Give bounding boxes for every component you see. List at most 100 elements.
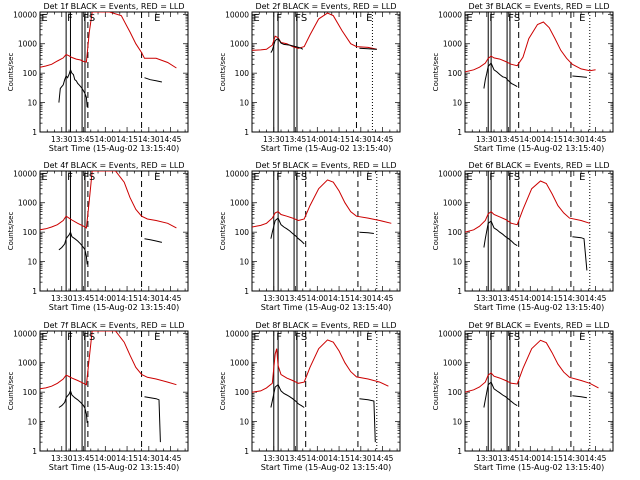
series-events [58, 389, 88, 423]
x-tick-label: 14:00 [94, 294, 116, 303]
x-tick-label: 13:30 [51, 294, 73, 303]
plot-frame [39, 11, 189, 133]
interval-marker-label: S [301, 172, 307, 183]
x-tick-label: 13:45 [498, 294, 520, 303]
series-lld [40, 331, 177, 390]
x-tick-label: 14:30 [563, 135, 585, 144]
series-lld [252, 339, 389, 393]
x-axis-label: Start Time (15-Aug-02 13:15:40) [49, 463, 180, 472]
series-events-segment [144, 238, 163, 243]
x-tick-label: 14:15 [116, 454, 138, 463]
plot-frame [251, 330, 401, 452]
series-lld [465, 21, 596, 73]
y-tick-label: 10 [452, 99, 462, 108]
interval-marker-label: S [514, 13, 520, 24]
interval-marker-label: E [41, 172, 47, 183]
x-tick-label: 14:00 [306, 294, 328, 303]
interval-marker-label: S [301, 13, 307, 24]
interval-marker-label: F [489, 172, 495, 183]
x-tick-label: 14:00 [519, 135, 541, 144]
x-tick-label: 14:15 [116, 135, 138, 144]
x-tick-label: 13:30 [476, 294, 498, 303]
series-events [58, 68, 88, 108]
y-tick-label: 1 [244, 128, 249, 137]
plot-frame [464, 11, 614, 133]
series-lld [40, 12, 177, 69]
panel-title: Det 6f BLACK = Events, RED = LLD [468, 161, 609, 170]
x-tick-label: 14:30 [138, 135, 160, 144]
series-events-segment [359, 47, 377, 50]
series-events [483, 62, 518, 89]
panel-6: Det 6f BLACK = Events, RED = LLD 1 10 100 10… [432, 161, 614, 312]
y-axis-label: Counts/sec [7, 212, 15, 251]
x-tick-label: 14:15 [541, 454, 563, 463]
series-events-segment [572, 236, 588, 271]
x-tick-label: 14:00 [94, 454, 116, 463]
y-tick-label: 1000 [18, 40, 37, 49]
x-tick-label: 14:15 [541, 294, 563, 303]
panel-title: Det 3f BLACK = Events, RED = LLD [468, 2, 609, 11]
x-tick-label: 13:30 [476, 454, 498, 463]
x-tick-label: 14:45 [160, 135, 182, 144]
y-tick-label: 1 [32, 287, 37, 296]
y-tick-label: 1000 [230, 199, 249, 208]
interval-marker-label: F [489, 332, 495, 343]
y-tick-label: 100 [235, 228, 250, 237]
y-axis-label: Counts/sec [219, 53, 227, 92]
x-tick-label: 13:45 [285, 135, 307, 144]
x-tick-label: 13:45 [285, 454, 307, 463]
y-tick-label: 10 [239, 418, 249, 427]
interval-marker-label: F [67, 172, 73, 183]
x-tick-label: 13:45 [73, 294, 95, 303]
x-tick-label: 13:30 [263, 294, 285, 303]
x-tick-label: 14:30 [138, 294, 160, 303]
y-tick-label: 100 [23, 228, 38, 237]
x-tick-label: 14:45 [160, 454, 182, 463]
interval-marker-label: E [466, 13, 472, 24]
series-events-segment [572, 75, 587, 78]
x-tick-label: 14:45 [372, 454, 394, 463]
y-tick-label: 100 [23, 69, 38, 78]
x-tick-label: 14:30 [563, 454, 585, 463]
x-tick-label: 14:15 [328, 135, 350, 144]
y-tick-label: 10000 [13, 329, 37, 338]
x-tick-label: 14:00 [519, 294, 541, 303]
panel-7: Det 7f BLACK = Events, RED = LLD 1 10 100 10… [7, 321, 189, 472]
y-tick-label: 10 [239, 258, 249, 267]
interval-marker-label: F [276, 172, 282, 183]
interval-marker-label: E [253, 332, 259, 343]
interval-marker-label: S [514, 172, 520, 183]
panel-2: Det 2f BLACK = Events, RED = LLD 1 10 100 10… [219, 2, 401, 153]
series-lld [465, 180, 590, 233]
interval-marker-label: F [83, 172, 89, 183]
x-tick-label: 14:45 [372, 294, 394, 303]
x-tick-label: 13:30 [51, 135, 73, 144]
series-events [270, 383, 305, 408]
panel-title: Det 1f BLACK = Events, RED = LLD [43, 2, 184, 11]
panel-4: Det 4f BLACK = Events, RED = LLD 1 10 100 10… [7, 161, 189, 312]
panel-title: Det 8f BLACK = Events, RED = LLD [255, 321, 396, 330]
interval-marker-label: E [41, 332, 47, 343]
interval-marker-label: E [579, 332, 585, 343]
y-tick-label: 1000 [18, 199, 37, 208]
y-tick-label: 1000 [443, 199, 462, 208]
interval-marker-label: E [154, 332, 160, 343]
x-tick-label: 14:00 [306, 135, 328, 144]
interval-marker-label: E [366, 172, 372, 183]
x-tick-label: 13:30 [51, 454, 73, 463]
y-tick-label: 10000 [225, 329, 249, 338]
y-tick-label: 1000 [443, 40, 462, 49]
y-tick-label: 10000 [13, 169, 37, 178]
panel-1: Det 1f BLACK = Events, RED = LLD 1 10 100 10… [7, 2, 189, 153]
panel-3: Det 3f BLACK = Events, RED = LLD 1 10 100 10… [432, 2, 614, 153]
series-events-segment [359, 231, 374, 234]
y-axis-label: Counts/sec [219, 372, 227, 411]
series-lld [40, 171, 177, 231]
y-tick-label: 1000 [18, 359, 37, 368]
y-tick-label: 1 [457, 287, 462, 296]
y-tick-label: 10000 [225, 10, 249, 19]
y-tick-label: 1000 [443, 359, 462, 368]
y-tick-label: 100 [23, 388, 38, 397]
y-tick-label: 10000 [438, 169, 462, 178]
panel-title: Det 2f BLACK = Events, RED = LLD [255, 2, 396, 11]
